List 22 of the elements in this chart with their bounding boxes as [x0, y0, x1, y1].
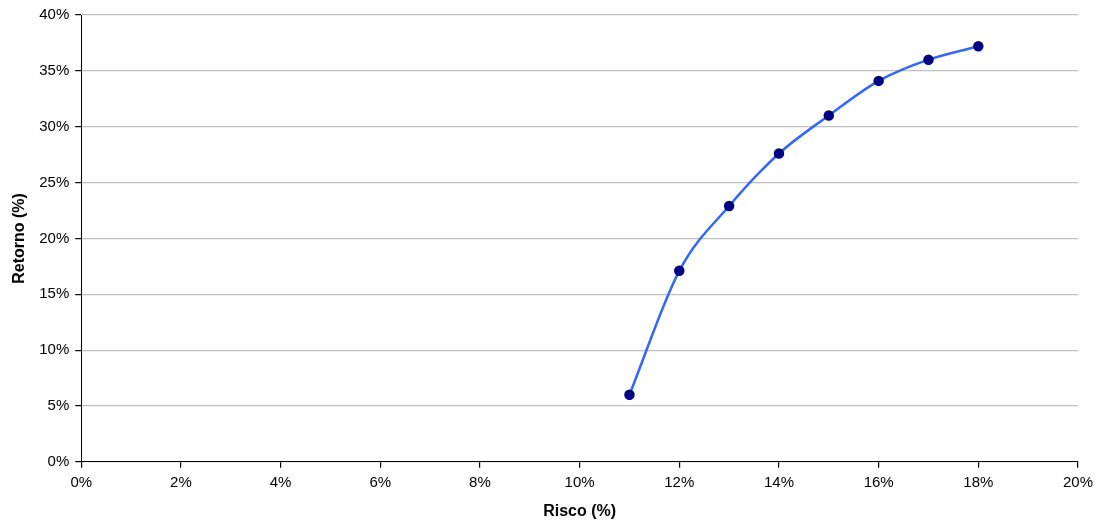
x-tick-label: 4%: [269, 472, 292, 490]
y-tick-label: 40%: [39, 5, 70, 23]
x-tick-label: 20%: [1062, 472, 1094, 490]
x-tick-label: 18%: [963, 472, 994, 490]
x-tick-label: 0%: [70, 472, 93, 490]
y-tick-label: 0%: [47, 451, 70, 469]
y-tick-label: 10%: [39, 340, 70, 358]
y-axis-title: Retorno (%): [10, 193, 28, 284]
x-tick-label: 8%: [469, 472, 491, 490]
x-tick-label: 12%: [664, 472, 695, 490]
y-tick-label: 20%: [39, 228, 70, 246]
x-axis-title: Risco (%): [543, 501, 617, 519]
y-tick-label: 5%: [47, 396, 70, 414]
x-tick-label: 6%: [369, 472, 392, 490]
y-tick-label: 30%: [39, 116, 70, 134]
y-tick-label: 35%: [39, 60, 70, 78]
x-tick-label: 2%: [170, 472, 192, 490]
x-tick-label: 16%: [863, 472, 894, 490]
x-tick-label: 14%: [763, 472, 794, 490]
y-tick-label: 25%: [39, 172, 70, 190]
y-tick-label: 15%: [39, 284, 70, 302]
x-tick-label: 10%: [564, 472, 595, 490]
